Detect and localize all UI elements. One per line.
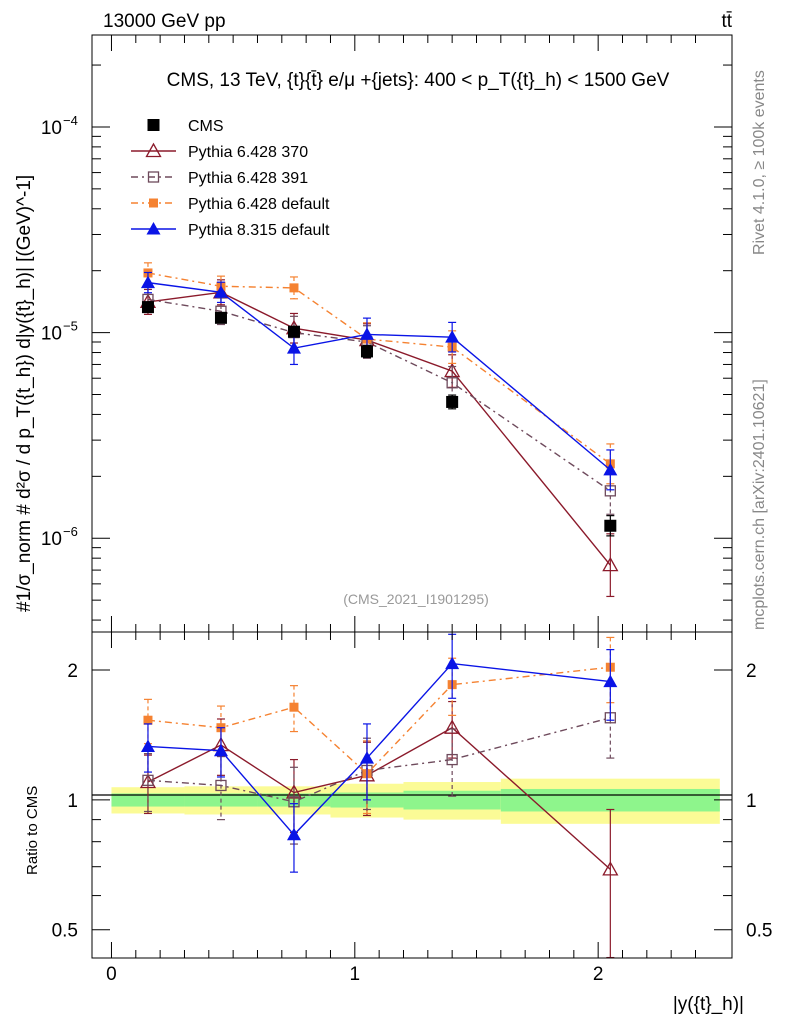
- ratio-panel: 0.5 0.5 1 1 2 2 0 1 2 Ratio to CMS |y({t}_h)|: [24, 631, 772, 1015]
- legend-label: Pythia 6.428 370: [188, 144, 308, 161]
- data-point: [286, 341, 301, 354]
- ratio-point: [446, 753, 458, 766]
- ratio-point: [215, 779, 227, 792]
- series-cms: [141, 301, 617, 537]
- data-point: [604, 519, 617, 532]
- ratio-line-p8_default: [147, 662, 611, 836]
- series-p6_391: [142, 286, 616, 515]
- legend-item-p8_default: Pythia 8.315 default: [131, 222, 330, 239]
- y-tick-label: 10: [41, 118, 62, 139]
- legend-marker: [147, 171, 160, 183]
- ratio-y-tick-label-right: 1: [746, 791, 757, 812]
- series-line-p6_391: [147, 298, 611, 492]
- legend-label: Pythia 6.428 default: [188, 196, 330, 213]
- data-point: [287, 325, 300, 338]
- header-right: tt̄: [721, 11, 732, 32]
- legend-label: CMS: [188, 118, 224, 135]
- legend-marker: [145, 142, 162, 158]
- ratio-point: [213, 743, 228, 757]
- ratio-point: [142, 774, 154, 786]
- y-tick-label: 10: [41, 529, 62, 550]
- ratio-point: [603, 674, 618, 688]
- legend-label: Pythia 8.315 default: [188, 222, 330, 239]
- legend-item-cms: CMS: [147, 118, 224, 135]
- main-series: [139, 262, 619, 598]
- ratio-point: [289, 702, 299, 712]
- main-panel: (CMS_2021_I1901295) 10−610−510−4 CMS, 13…: [14, 34, 733, 633]
- x-tick-label: 0: [106, 964, 117, 985]
- series-line-p6_default: [147, 272, 611, 465]
- data-point: [446, 377, 458, 389]
- ratio-ticks: 0.5 0.5 1 1 2 2 0 1 2: [52, 632, 772, 985]
- x-tick-label: 1: [350, 964, 361, 985]
- y-tick-label-exponent: −6: [63, 524, 78, 539]
- legend-label: Pythia 6.428 391: [188, 170, 308, 187]
- legend-marker: [147, 119, 160, 131]
- y-tick-label: 10: [41, 324, 62, 345]
- ratio-point: [286, 827, 301, 841]
- ratio-series: [139, 633, 619, 959]
- series-p6_370: [139, 279, 619, 598]
- ratio-frame: [91, 631, 733, 959]
- ratio-y-tick-label-right: 0.5: [746, 921, 772, 942]
- data-point: [141, 301, 154, 314]
- series-p8_default: [140, 271, 618, 491]
- ratio-line-p6_default: [147, 666, 611, 775]
- data-point: [140, 275, 155, 289]
- legend-item-p6_default: Pythia 6.428 default: [131, 196, 330, 213]
- data-point: [213, 285, 228, 298]
- ratio-y-tick-label: 1: [67, 791, 78, 812]
- x-axis-label: |y({t}_h)|: [673, 994, 744, 1015]
- y-tick-label-exponent: −5: [63, 319, 78, 334]
- y-tick-label-exponent: −4: [63, 113, 78, 128]
- ratio-y-tick-label: 2: [67, 661, 78, 682]
- ratio-series-p8_default: [140, 633, 618, 873]
- data-point: [360, 345, 373, 358]
- legend-marker: [146, 222, 161, 235]
- chart-title: CMS, 13 TeV, {t}{t̄} e/μ +{jets}: 400 < …: [167, 70, 670, 91]
- ratio-line-p6_370: [147, 726, 611, 870]
- series-line-p6_370: [147, 291, 611, 566]
- y-axis-label: #1/σ_norm # d²σ / d p_T({t_h}) d|y({t}_h…: [14, 175, 35, 612]
- data-point: [603, 462, 618, 476]
- reference-label: (CMS_2021_I1901295): [343, 591, 489, 607]
- header-left: 13000 GeV pp: [103, 11, 226, 32]
- ratio-line-p6_391: [147, 717, 611, 803]
- side-text-top: Rivet 4.1.0, ≥ 100k events: [751, 70, 768, 255]
- legend-item-p6_391: Pythia 6.428 391: [131, 170, 308, 187]
- data-point: [445, 330, 460, 343]
- ratio-point: [602, 861, 619, 876]
- data-point: [446, 395, 459, 408]
- legend: CMS Pythia 6.428 370 Pythia 6.428 391 Pythi…: [131, 118, 330, 239]
- data-point: [602, 556, 619, 572]
- ratio-point: [359, 751, 374, 764]
- main-y-ticks: 10−610−510−4: [41, 35, 732, 632]
- data-point: [359, 327, 374, 340]
- series-line-p8_default: [147, 281, 611, 471]
- data-point: [289, 283, 299, 293]
- ratio-bands: [111, 778, 720, 824]
- ratio-series-p6_370: [139, 700, 619, 959]
- ratio-y-tick-label-right: 2: [746, 661, 757, 682]
- side-text-bottom: mcplots.cern.ch [arXiv:2401.10621]: [751, 379, 768, 630]
- ratio-y-label: Ratio to CMS: [24, 786, 41, 875]
- ratio-point: [140, 739, 155, 752]
- ratio-y-tick-label: 0.5: [52, 921, 78, 942]
- ratio-point: [445, 656, 460, 670]
- series-p6_default: [143, 262, 615, 485]
- ratio-point: [143, 715, 153, 725]
- data-point: [214, 311, 227, 324]
- legend-item-p6_370: Pythia 6.428 370: [131, 142, 308, 161]
- ratio-point: [444, 719, 461, 734]
- x-tick-label: 2: [593, 964, 604, 985]
- legend-marker: [149, 198, 158, 208]
